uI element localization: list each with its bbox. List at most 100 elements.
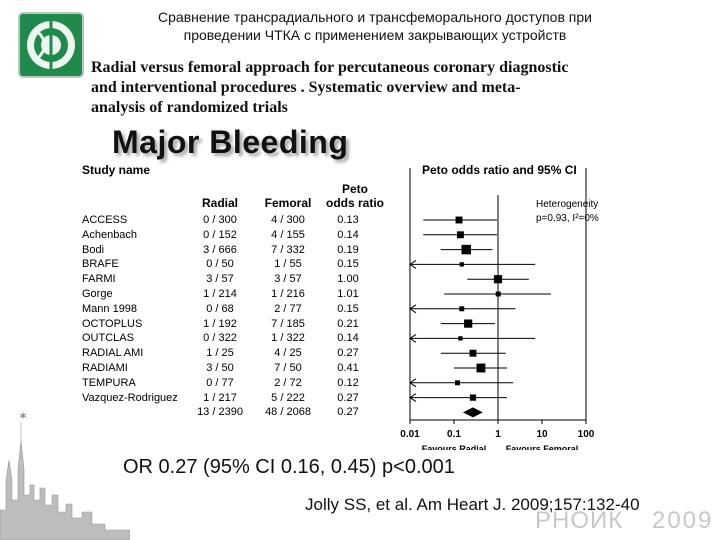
point-estimate-square — [464, 319, 473, 328]
english-title-line1: Radial versus femoral approach for percu… — [91, 59, 569, 76]
study-name-header: Study name — [82, 163, 151, 177]
radial-events-cell: 1 / 214 — [203, 288, 237, 300]
odds-ratio-cell: 0.27 — [337, 347, 359, 360]
footer-brand: РНОИК — [535, 507, 624, 534]
odds-ratio-cell: 0.15 — [337, 258, 359, 271]
ci-arrow — [409, 333, 417, 343]
radial-events-cell: 0 / 68 — [206, 302, 234, 315]
heterogeneity-stats: p=0.93, I²=0% — [536, 213, 599, 224]
point-estimate-square — [493, 275, 503, 284]
odds-header-line2: odds ratio — [325, 196, 384, 210]
russian-title-line2: проведении ЧТКА с применением закрывающи… — [183, 27, 567, 43]
point-estimate-square — [469, 349, 477, 357]
study-name-cell: RADIAMI — [82, 362, 128, 374]
femoral-events-cell: 1 / 322 — [271, 332, 305, 345]
ci-arrow — [409, 378, 417, 388]
radial-events-cell: 0 / 77 — [206, 376, 234, 389]
odds-header-line1: Peto — [341, 182, 368, 196]
point-estimate-square — [455, 380, 460, 386]
point-estimate-square — [495, 291, 501, 297]
femoral-events-cell: 4 / 25 — [274, 347, 302, 360]
study-name-cell: RADIAL AMI — [82, 347, 144, 360]
overall-result-text: OR 0.27 (95% CI 0.16, 0.45) p<0.001 — [123, 456, 455, 478]
favours-radial-label: Favours Radial — [422, 444, 487, 450]
english-title: Radial versus femoral approach for percu… — [91, 58, 651, 118]
odds-ratio-cell: 1.00 — [337, 273, 359, 286]
radial-events-cell: 1 / 217 — [203, 391, 237, 404]
femoral-events-cell: 4 / 155 — [271, 228, 305, 241]
citation: Jolly SS, et al. Am Heart J. 2009;157:13… — [305, 495, 640, 514]
ci-arrow — [409, 259, 417, 269]
odds-ratio-cell: 1.01 — [337, 288, 359, 300]
odds-ratio-cell: 0.12 — [337, 376, 359, 389]
point-estimate-square — [476, 363, 486, 373]
femoral-header: Femoral — [264, 196, 312, 210]
plot-header: Peto odds ratio and 95% CI — [422, 163, 577, 177]
study-name-cell: BRAFE — [82, 258, 119, 271]
study-name-cell: TEMPURA — [82, 376, 136, 389]
odds-ratio-cell: 0.14 — [337, 228, 359, 241]
femoral-events-cell: 3 / 57 — [274, 273, 302, 286]
point-estimate-square — [455, 216, 463, 224]
study-name-cell: FARMI — [82, 273, 116, 286]
heterogeneity-label: Heterogeneity — [536, 199, 598, 210]
english-title-line3: analysis of randomized trials — [91, 99, 288, 116]
radial-events-cell: 13 / 2390 — [197, 406, 243, 419]
point-estimate-square — [459, 262, 464, 267]
study-name-cell: OCTOPLUS — [82, 317, 143, 330]
kremlin-skyline-graphic: ✶ — [0, 409, 130, 540]
x-tick-label: 0.01 — [400, 429, 420, 440]
english-title-line2: and interventional procedures . Systemat… — [91, 79, 521, 96]
radial-events-cell: 0 / 152 — [203, 228, 237, 241]
femoral-events-cell: 2 / 72 — [274, 376, 302, 389]
x-tick-label: 10 — [536, 429, 548, 440]
society-logo — [18, 12, 84, 78]
radial-events-cell: 0 / 300 — [203, 214, 237, 226]
point-estimate-square — [469, 394, 477, 401]
svg-text:✶: ✶ — [18, 409, 28, 423]
femoral-events-cell: 5 / 222 — [271, 391, 305, 404]
radial-events-cell: 3 / 666 — [203, 243, 237, 256]
odds-ratio-cell: 0.15 — [337, 302, 359, 315]
point-estimate-square — [456, 231, 464, 239]
point-estimate-square — [458, 336, 463, 341]
x-tick-label: 0.1 — [447, 429, 461, 440]
odds-ratio-cell: 0.21 — [337, 317, 359, 330]
point-estimate-square — [461, 244, 472, 255]
odds-ratio-cell: 0.27 — [337, 406, 359, 419]
x-tick-label: 100 — [578, 429, 595, 440]
study-name-cell: Vazquez-Rodriguez — [82, 391, 178, 404]
odds-ratio-cell: 0.41 — [337, 362, 359, 374]
femoral-events-cell: 1 / 216 — [271, 288, 305, 300]
odds-ratio-cell: 0.13 — [337, 214, 359, 226]
overall-diamond — [462, 407, 483, 418]
study-name-cell: Bodi — [82, 243, 105, 256]
odds-ratio-cell: 0.14 — [337, 332, 359, 345]
femoral-events-cell: 2 / 77 — [274, 302, 302, 315]
ci-arrow — [409, 304, 417, 314]
study-name-cell: OUTCLAS — [82, 332, 134, 345]
radial-events-cell: 1 / 25 — [206, 347, 234, 360]
radial-events-cell: 0 / 322 — [203, 332, 237, 345]
odds-header: Peto odds ratio — [325, 182, 385, 210]
x-tick-label: 1 — [495, 429, 501, 440]
study-name-cell: Gorge — [82, 288, 113, 300]
femoral-events-cell: 7 / 332 — [271, 243, 305, 256]
radial-events-cell: 3 / 50 — [206, 362, 234, 374]
femoral-events-cell: 7 / 50 — [274, 362, 302, 374]
study-name-cell: ACCESS — [82, 214, 128, 226]
ci-arrow — [409, 393, 417, 403]
femoral-events-cell: 4 / 300 — [271, 214, 305, 226]
femoral-events-cell: 48 / 2068 — [265, 406, 311, 419]
footer-year: 2009 — [652, 507, 714, 534]
radial-events-cell: 1 / 192 — [203, 317, 237, 330]
study-name-cell: Mann 1998 — [82, 302, 138, 315]
radial-events-cell: 0 / 50 — [206, 258, 234, 271]
point-estimate-square — [459, 306, 465, 312]
slide-heading: Major Bleeding — [112, 124, 349, 160]
odds-ratio-cell: 0.19 — [337, 243, 359, 256]
femoral-events-cell: 7 / 185 — [271, 317, 305, 330]
russian-title-line1: Сравнение трансрадиального и трансфемора… — [158, 9, 592, 25]
forest-plot: 0.01 0.1 1 10 100 Favours Radial Favours Femor… — [400, 168, 599, 450]
study-name-cell: Achenbach — [82, 228, 138, 241]
